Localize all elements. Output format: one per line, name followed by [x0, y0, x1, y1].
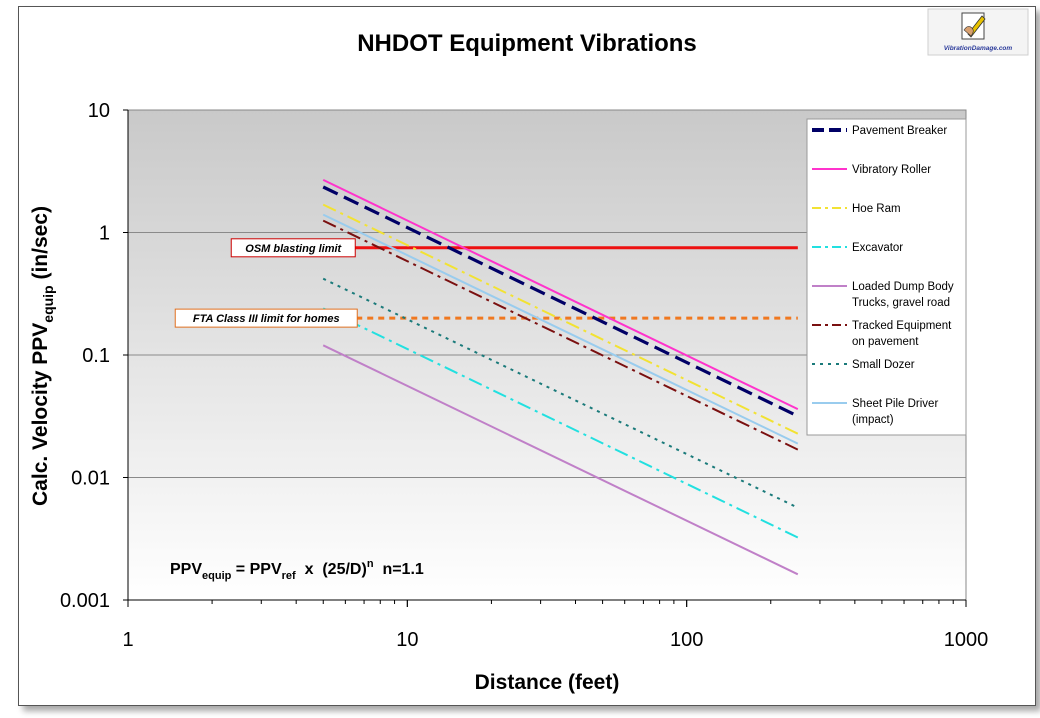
pencil-hand-icon	[961, 12, 986, 40]
legend-label: on pavement	[852, 336, 919, 348]
y-axis-title-sub: equip	[40, 285, 56, 322]
reference-labels: OSM blasting limit FTA Class III limit fo…	[174, 238, 358, 328]
y-axis-title: Calc. Velocity PPVequip (in/sec)	[29, 206, 56, 506]
x-tick-labels: 1 10 100 1000	[122, 629, 988, 651]
x-tick-label: 1	[122, 629, 133, 651]
series-line	[322, 185, 799, 418]
legend-label: Tracked Equipment	[852, 320, 952, 332]
series-line	[322, 219, 799, 451]
formula-rhs-sub: ref	[282, 570, 296, 582]
formula-n-value: n=1.1	[374, 561, 424, 578]
axes	[123, 109, 967, 607]
reference-label-box	[174, 308, 358, 328]
y-axis-title-main: Calc. Velocity PPV	[29, 323, 52, 506]
legend-label: Pavement Breaker	[852, 125, 947, 137]
series-line	[322, 203, 799, 435]
y-tick-labels: 0.001 0.01 0.1 1 10	[60, 100, 110, 612]
legend-label: Small Dozer	[852, 359, 915, 371]
legend: Pavement Breaker Vibratory Roller Hoe Ram E…	[806, 118, 967, 436]
formula-factor: x (25/D)	[296, 561, 367, 578]
y-tick-label: 10	[88, 100, 110, 122]
formula-rhs: = PPV	[231, 561, 282, 578]
x-tick-label: 100	[670, 629, 703, 651]
site-logo: VibrationDamage.com	[927, 8, 1029, 56]
series-line	[322, 178, 799, 411]
legend-label: Trucks, gravel road	[852, 297, 950, 309]
y-tick-label: 0.1	[82, 345, 110, 367]
legend-label: Sheet Pile Driver	[852, 398, 938, 410]
formula-exponent: n	[367, 558, 374, 570]
legend-label: Hoe Ram	[852, 203, 901, 215]
legend-label: Vibratory Roller	[852, 164, 931, 176]
legend-box	[806, 118, 967, 436]
y-tick-label: 0.01	[71, 468, 110, 490]
reference-lines	[323, 246, 798, 320]
chart-title: NHDOT Equipment Vibrations	[357, 30, 697, 57]
reference-label: FTA Class III limit for homes	[193, 313, 340, 325]
series-line	[322, 213, 799, 445]
x-tick-label: 10	[396, 629, 418, 651]
formula-lhs-sub: equip	[202, 570, 232, 582]
y-tick-label: 0.001	[60, 590, 110, 612]
x-axis-title: Distance (feet)	[475, 671, 620, 694]
series-lines	[322, 178, 799, 576]
legend-label: Excavator	[852, 242, 903, 254]
y-tick-label: 1	[99, 223, 110, 245]
y-axis-title-suffix: (in/sec)	[29, 206, 52, 285]
x-tick-label: 1000	[944, 629, 989, 651]
logo-text: VibrationDamage.com	[944, 45, 1013, 52]
reference-label-box	[230, 238, 356, 258]
reference-label: OSM blasting limit	[245, 243, 342, 255]
formula-lhs: PPV	[170, 561, 202, 578]
legend-label: Loaded Dump Body	[852, 281, 954, 293]
series-line	[322, 344, 799, 576]
formula-annotation: PPVequip = PPVref x (25/D)n n=1.1	[170, 558, 424, 582]
legend-label: (impact)	[852, 414, 894, 426]
series-line	[322, 307, 799, 539]
